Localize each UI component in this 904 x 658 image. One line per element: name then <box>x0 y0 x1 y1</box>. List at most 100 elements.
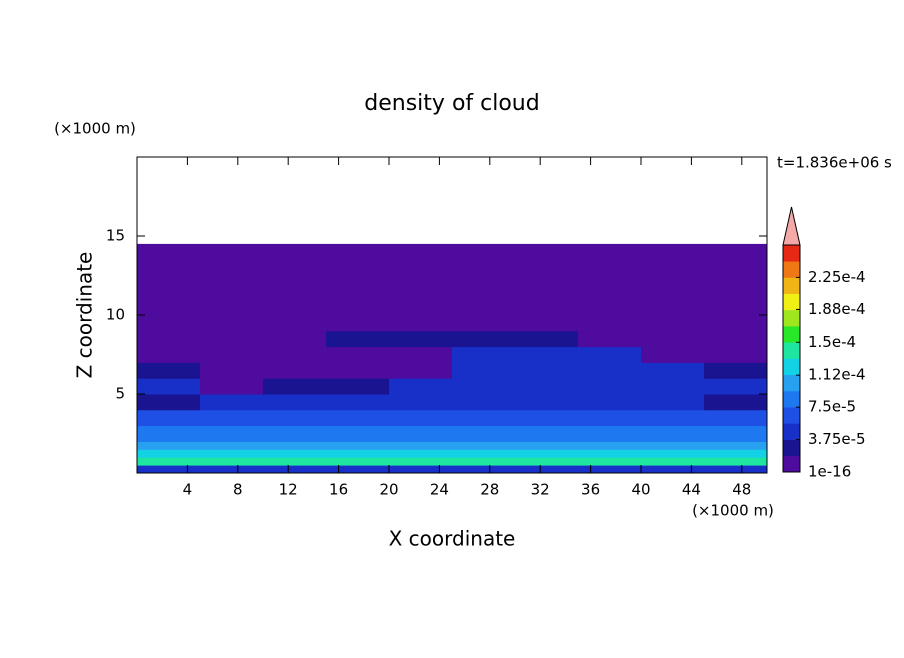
y-axis-label: Z coordinate <box>73 252 97 379</box>
contour-cell <box>200 457 264 466</box>
contour-cell <box>704 346 768 363</box>
contour-cell <box>641 457 705 466</box>
contour-cell <box>515 394 579 411</box>
y-tick-label: 15 <box>106 227 125 245</box>
contour-cell <box>704 425 768 442</box>
contour-cell <box>578 362 642 379</box>
contour-cell <box>137 449 201 458</box>
contour-cell <box>137 394 201 411</box>
contour-cell <box>515 362 579 379</box>
contour-cell <box>452 362 516 379</box>
x-unit: (×1000 m) <box>692 502 774 520</box>
contour-cell <box>641 465 705 474</box>
contour-cell <box>578 457 642 466</box>
x-tick-label: 48 <box>732 481 751 499</box>
colorbar-band <box>783 293 800 311</box>
x-tick-label: 4 <box>183 481 193 499</box>
contour-cell <box>389 346 453 363</box>
contour-cell <box>200 441 264 450</box>
y-tick-label: 10 <box>106 306 125 324</box>
colorbar-tick-label: 2.25e-4 <box>808 268 866 286</box>
contour-cell <box>263 449 327 458</box>
contour-cell <box>263 425 327 442</box>
contour-cell <box>137 465 201 474</box>
chart-title: density of cloud <box>364 91 539 116</box>
contour-cell <box>389 465 453 474</box>
contour-cell <box>578 465 642 474</box>
contour-cell <box>515 378 579 395</box>
x-tick-label: 44 <box>682 481 701 499</box>
contour-cell <box>704 441 768 450</box>
contour-cell <box>137 425 201 442</box>
contour-cell <box>704 394 768 411</box>
contour-cell <box>326 378 390 395</box>
contour-cell <box>326 362 390 379</box>
colorbar-band <box>783 439 800 457</box>
contour-cell <box>641 425 705 442</box>
contour-cell <box>137 346 201 363</box>
contour-cell <box>578 330 642 348</box>
contour-cell <box>641 346 705 363</box>
contour-cell <box>200 394 264 411</box>
contour-cell <box>137 441 201 450</box>
contour-cell <box>452 394 516 411</box>
contour-cell <box>200 465 264 474</box>
contour-cell <box>200 449 264 458</box>
colorbar-band <box>783 407 800 424</box>
contour-cell <box>263 441 327 450</box>
x-tick-label: 12 <box>279 481 298 499</box>
contour-cell <box>578 243 642 332</box>
contour-cell <box>263 378 327 395</box>
y-tick-label: 5 <box>115 385 125 403</box>
contour-cell <box>578 394 642 411</box>
contour-cell <box>326 330 390 348</box>
colorbar-band <box>783 277 800 294</box>
colorbar-tick-label: 1e-16 <box>808 463 851 481</box>
x-tick-label: 40 <box>631 481 650 499</box>
contour-cell <box>641 330 705 348</box>
contour-cell <box>578 409 642 427</box>
contour-cell <box>704 362 768 379</box>
colorbar-tick-label: 1.5e-4 <box>808 333 856 351</box>
contour-cell <box>389 457 453 466</box>
contour-cell <box>452 346 516 363</box>
contour-cell <box>515 330 579 348</box>
contour-cell <box>704 243 768 332</box>
colorbar-tick-label: 1.12e-4 <box>808 366 866 384</box>
contour-cell <box>200 425 264 442</box>
contour-cell <box>263 457 327 466</box>
contour-cell <box>389 425 453 442</box>
contour-cell <box>200 243 264 332</box>
contour-cell <box>326 465 390 474</box>
contour-cell <box>326 457 390 466</box>
colorbar-band <box>783 342 800 359</box>
contour-cell <box>641 441 705 450</box>
contour-cell <box>326 243 390 332</box>
contour-cell <box>452 409 516 427</box>
colorbar-frame <box>782 244 801 473</box>
contour-cell <box>263 394 327 411</box>
colorbar-band <box>783 455 800 473</box>
contour-cell <box>137 457 201 466</box>
contour-cell <box>326 409 390 427</box>
contour-cell <box>389 449 453 458</box>
contour-cell <box>452 425 516 442</box>
contour-cell <box>641 362 705 379</box>
contour-cell <box>704 449 768 458</box>
contour-cell <box>389 378 453 395</box>
contour-cell <box>641 378 705 395</box>
colorbar-tick-label: 1.88e-4 <box>808 300 866 318</box>
y-unit: (×1000 m) <box>54 120 136 138</box>
contour-cell <box>263 409 327 427</box>
contour-cell <box>641 243 705 332</box>
contour-cell <box>704 457 768 466</box>
colorbar-band <box>783 374 800 392</box>
contour-cell <box>641 449 705 458</box>
contour-cell <box>578 441 642 450</box>
colorbar-band <box>783 245 800 262</box>
colorbar-band <box>783 358 800 376</box>
contour-cell <box>200 346 264 363</box>
contour-cell <box>641 394 705 411</box>
contour-cell <box>137 378 201 395</box>
